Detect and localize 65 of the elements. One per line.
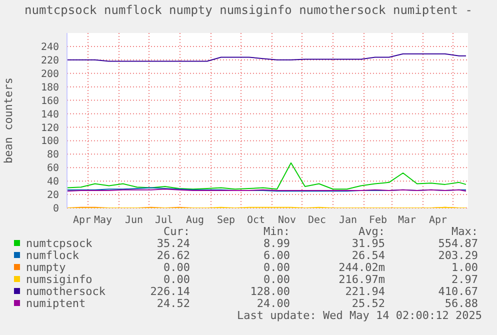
text: 26.62 — [156, 249, 190, 262]
y-tick-label: 180 — [40, 82, 59, 94]
y-tick-label: 220 — [40, 55, 59, 66]
text: 1.00 — [450, 261, 478, 274]
text: Avg: — [358, 225, 385, 238]
y-tick-label: 100 — [40, 136, 59, 148]
text: 244.02m — [338, 261, 385, 274]
text: 554.87 — [437, 237, 478, 250]
text: 216.97m — [338, 273, 385, 286]
text: 0.00 — [162, 261, 190, 274]
text: 56.88 — [444, 297, 478, 310]
text: 410.67 — [437, 285, 478, 298]
y-tick-label: 140 — [40, 109, 59, 120]
text: 24.00 — [256, 297, 290, 310]
text: 25.52 — [350, 297, 385, 310]
line-series — [67, 53, 466, 62]
x-tick-label: Apr — [428, 215, 448, 226]
legend-label: numpty — [26, 261, 66, 274]
text: Last update: Wed May 14 02:00:12 2025 — [236, 309, 482, 322]
text: 226.14 — [149, 285, 190, 298]
y-tick-label: 240 — [40, 42, 59, 54]
text: 0.00 — [262, 273, 290, 286]
x-tick-label: Oct — [246, 215, 266, 226]
legend-label: numothersock — [26, 285, 106, 298]
text: 0.00 — [162, 273, 190, 286]
text: Cur: — [162, 225, 190, 238]
legend-label: numiptent — [26, 297, 86, 310]
x-tick-label: Dec — [308, 215, 326, 226]
x-tick-label: Sep — [216, 215, 236, 226]
legend-label: numflock — [26, 249, 79, 262]
x-tick-label: Aug — [186, 215, 204, 226]
legend-label: numsiginfo — [26, 273, 92, 286]
y-tick-label: 20 — [46, 190, 59, 202]
y-tick-label: 200 — [40, 68, 59, 80]
text: 128.00 — [249, 285, 290, 298]
y-tick-label: 80 — [46, 150, 59, 161]
x-tick-label: Mar — [398, 215, 416, 226]
y-tick-label: 160 — [40, 96, 59, 107]
x-tick-label: Feb — [368, 215, 388, 226]
x-tick-label: Jun — [124, 215, 144, 226]
text: 203.29 — [437, 249, 478, 262]
text: 6.00 — [262, 249, 290, 262]
text: 24.52 — [156, 297, 190, 310]
text: 2.97 — [450, 273, 478, 286]
y-tick-label: 0 — [52, 204, 59, 215]
text: Min: — [262, 225, 290, 238]
x-tick-label: Nov — [278, 215, 296, 226]
text: 8.99 — [262, 237, 290, 250]
legend-label: numtcpsock — [26, 237, 92, 250]
x-tick-label: Jul — [154, 215, 174, 226]
line-series — [67, 162, 466, 190]
chart-title: numtcpsock numflock numpty numsiginfo numothersock numiptent - — [24, 3, 474, 17]
text: 35.24 — [156, 237, 190, 250]
y-tick-label: 120 — [40, 122, 59, 134]
text: 26.54 — [350, 249, 385, 262]
text: Max: — [450, 225, 478, 238]
text: 221.94 — [344, 285, 385, 298]
text: 31.95 — [350, 237, 385, 250]
text: 0.00 — [262, 261, 290, 274]
y-tick-label: 40 — [46, 176, 59, 188]
y-tick-label: 60 — [46, 163, 59, 174]
x-tick-label: Apr — [72, 215, 92, 226]
y-axis-title: bean counters — [2, 77, 15, 164]
x-tick-label: May — [94, 215, 112, 226]
x-tick-label: Jan — [338, 215, 358, 226]
